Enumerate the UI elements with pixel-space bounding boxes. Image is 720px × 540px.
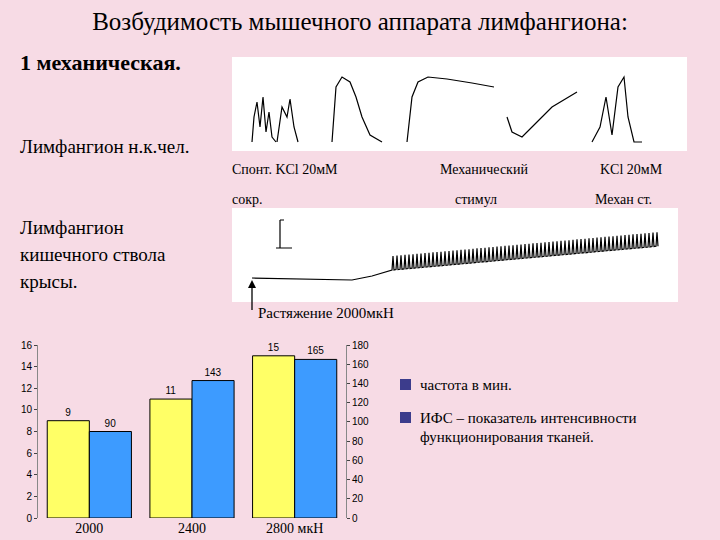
svg-text:2000: 2000 — [75, 521, 103, 536]
svg-text:2400: 2400 — [178, 521, 206, 536]
html-text:стимул: стимул — [455, 192, 498, 207]
svg-text:100: 100 — [352, 416, 369, 427]
svg-text:10: 10 — [21, 404, 33, 415]
svg-text:11: 11 — [166, 385, 177, 396]
svg-text:16: 16 — [21, 340, 33, 351]
svg-text:2800 мкН: 2800 мкН — [266, 521, 323, 536]
html-text:сокр.: сокр. — [232, 192, 263, 207]
svg-text:0: 0 — [26, 513, 32, 524]
html-text:Механический: Механический — [440, 162, 528, 177]
html-text:Лимфангион: Лимфангион — [20, 217, 124, 238]
svg-text:40: 40 — [352, 474, 364, 485]
html-text:Механ ст.: Механ ст. — [595, 192, 653, 207]
html-text:крысы.: крысы. — [20, 271, 78, 292]
svg-text:4: 4 — [26, 469, 32, 480]
html-text:Лимфангион н.к.чел.: Лимфангион н.к.чел. — [20, 136, 190, 157]
svg-text:2: 2 — [26, 491, 32, 502]
svg-text:180: 180 — [352, 340, 369, 351]
svg-text:160: 160 — [352, 359, 369, 370]
html-text:Растяжение 2000мкН: Растяжение 2000мкН — [258, 305, 394, 321]
svg-text:165: 165 — [307, 345, 324, 356]
html-text:Возбудимость мышечного аппарат: Возбудимость мышечного аппарата лимфанги… — [92, 8, 628, 35]
svg-text:8: 8 — [26, 426, 32, 437]
svg-text:9: 9 — [65, 407, 71, 418]
svg-text:60: 60 — [352, 455, 364, 466]
svg-text:15: 15 — [268, 342, 280, 353]
svg-text:12: 12 — [21, 383, 33, 394]
svg-text:120: 120 — [352, 397, 369, 408]
svg-text:80: 80 — [352, 436, 364, 447]
svg-text:6: 6 — [26, 448, 32, 459]
html-text:кишечного ствола: кишечного ствола — [20, 244, 166, 265]
svg-text:143: 143 — [204, 367, 221, 378]
svg-text:14: 14 — [21, 361, 33, 372]
svg-text:90: 90 — [105, 418, 117, 429]
svg-text:0: 0 — [352, 513, 358, 524]
html-text:Спонт. KCl 20мМ: Спонт. KCl 20мМ — [232, 162, 338, 177]
html-text:частота в мин.: частота в мин. — [420, 377, 512, 393]
svg-text:140: 140 — [352, 378, 369, 389]
svg-text:20: 20 — [352, 493, 364, 504]
html-text:ИФС – показатель интенсивности: ИФС – показатель интенсивности функциони… — [420, 410, 637, 445]
html-text:1 механическая.: 1 механическая. — [20, 50, 181, 75]
html-text:KCl 20мМ: KCl 20мМ — [600, 162, 663, 177]
